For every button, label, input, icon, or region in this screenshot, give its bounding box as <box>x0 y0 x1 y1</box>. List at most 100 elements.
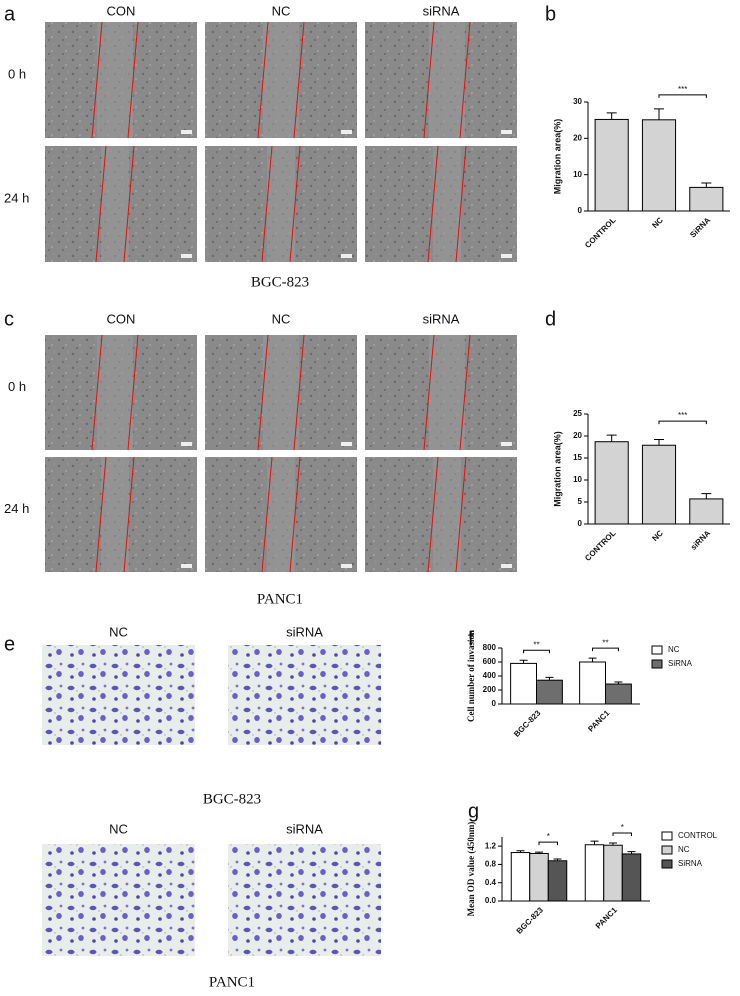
scale-bar <box>501 130 512 134</box>
bar <box>641 119 677 212</box>
bar <box>605 683 632 705</box>
column-header: siRNA <box>286 624 323 639</box>
significance-bracket <box>612 832 632 836</box>
scratch-edge <box>95 456 107 573</box>
scratch-gap <box>97 22 133 138</box>
panel-letter: e <box>4 633 15 655</box>
significance-bracket <box>523 649 550 654</box>
legend-label: NC <box>668 645 680 654</box>
y-tick-label: 25 <box>573 409 582 418</box>
bar <box>579 661 606 705</box>
column-header: NC <box>109 821 128 836</box>
y-tick-label: 10 <box>573 170 582 179</box>
column-header: siRNA <box>423 3 460 18</box>
legend-label: NC <box>678 845 690 854</box>
x-tick-label: BGC-823 <box>512 708 543 739</box>
scale-bar <box>341 254 352 258</box>
significance-label: * <box>621 823 624 832</box>
scratch-gap <box>433 146 461 262</box>
significance-label: ** <box>533 640 539 649</box>
error-bar <box>701 493 712 499</box>
scratch-edge <box>261 145 273 263</box>
error-bar <box>614 681 623 685</box>
y-tick-label: 0.0 <box>485 896 497 905</box>
micrograph <box>42 645 195 745</box>
scratch-gap <box>429 22 465 138</box>
legend-swatch <box>661 859 673 869</box>
significance-label: ** <box>602 638 608 647</box>
error-bar <box>627 851 636 854</box>
y-axis-label: Migration area(%) <box>552 119 562 195</box>
scratch-edge <box>289 145 301 263</box>
significance-bracket <box>592 647 619 652</box>
scratch-edge <box>423 21 435 139</box>
error-bar <box>701 182 712 188</box>
bar <box>510 852 531 902</box>
x-tick-label: PANC1 <box>594 905 620 931</box>
scratch-edge <box>459 334 471 451</box>
column-header: NC <box>272 311 291 326</box>
scratch-gap <box>101 146 129 262</box>
bar <box>689 186 724 212</box>
error-bar <box>545 676 554 681</box>
scale-bar <box>501 442 512 446</box>
row-label: 24 h <box>4 190 29 205</box>
x-tick-label: CONTROL <box>583 528 617 562</box>
scale-bar <box>181 254 192 258</box>
scale-bar <box>501 254 512 258</box>
scratch-edge <box>423 334 435 451</box>
bar <box>536 679 563 705</box>
bar <box>641 444 677 525</box>
bar <box>529 852 549 902</box>
scratch-edge <box>257 21 269 139</box>
scratch-edge <box>427 145 439 263</box>
y-tick-label: 20 <box>573 431 582 440</box>
x-tick-label: PANC1 <box>586 708 612 734</box>
legend-swatch <box>651 645 663 655</box>
y-tick-label: 0.4 <box>485 878 497 887</box>
error-bar <box>588 657 597 662</box>
panel-letter: d <box>545 308 556 330</box>
y-tick-label: 5 <box>578 497 583 506</box>
micrograph <box>228 844 381 956</box>
error-bar <box>553 858 562 861</box>
scratch-gap <box>101 457 129 572</box>
scratch-edge <box>127 21 139 139</box>
scratch-edge <box>91 334 103 451</box>
scratch-edge <box>293 21 305 139</box>
scratch-edge <box>293 334 305 451</box>
error-bar <box>654 439 664 446</box>
scratch-edge <box>455 456 467 573</box>
bar <box>584 844 605 902</box>
scratch-gap <box>263 335 299 450</box>
y-tick-label: 0 <box>578 519 583 528</box>
legend-swatch <box>651 659 663 669</box>
scale-bar <box>181 130 192 134</box>
y-tick-label: 0 <box>492 699 497 708</box>
error-bar <box>535 851 543 854</box>
y-tick-label: 15 <box>573 453 582 462</box>
scratch-edge <box>459 21 471 139</box>
y-tick-label: 10 <box>573 475 582 484</box>
scale-bar <box>341 130 352 134</box>
scale-bar <box>341 442 352 446</box>
y-tick-label: 800 <box>483 643 497 652</box>
x-tick-label: siRNA <box>689 528 712 551</box>
error-bar <box>654 108 664 120</box>
bar <box>547 860 568 902</box>
y-tick-label: 400 <box>483 671 497 680</box>
scratch-gap <box>429 335 465 450</box>
significance-label: *** <box>678 411 687 420</box>
column-header: NC <box>272 3 291 18</box>
legend-label: SiRNA <box>668 659 693 668</box>
legend-swatch <box>661 845 673 855</box>
significance-label: * <box>547 832 550 841</box>
column-header: CON <box>107 3 136 18</box>
significance-bracket <box>658 420 707 425</box>
caption: BGC-823 <box>251 274 309 290</box>
scratch-edge <box>95 145 107 263</box>
y-tick-label: 20 <box>573 133 582 142</box>
bar <box>510 662 537 705</box>
row-label: 0 h <box>8 379 26 394</box>
significance-label: *** <box>678 85 687 94</box>
